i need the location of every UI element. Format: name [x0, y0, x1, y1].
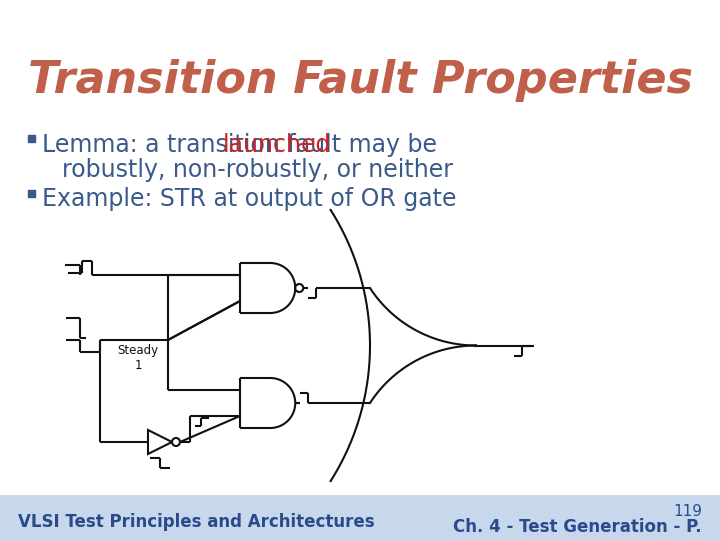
- Bar: [28, 136, 35, 143]
- Text: Ch. 4 - Test Generation - P.: Ch. 4 - Test Generation - P.: [454, 518, 702, 536]
- Circle shape: [295, 284, 303, 292]
- Text: launched: launched: [223, 133, 331, 157]
- Polygon shape: [148, 430, 172, 454]
- Text: 119: 119: [673, 504, 702, 519]
- Text: VLSI Test Principles and Architectures: VLSI Test Principles and Architectures: [18, 513, 374, 531]
- Text: Lemma: a transition fault may be: Lemma: a transition fault may be: [42, 133, 444, 157]
- Bar: [28, 190, 35, 197]
- Text: Steady
1: Steady 1: [117, 344, 158, 372]
- Text: robustly, non-robustly, or neither: robustly, non-robustly, or neither: [62, 159, 453, 183]
- Bar: [0, 495, 720, 540]
- Circle shape: [172, 438, 180, 446]
- Text: Example: STR at output of OR gate: Example: STR at output of OR gate: [42, 187, 456, 211]
- Text: Transition Fault Properties: Transition Fault Properties: [28, 58, 693, 102]
